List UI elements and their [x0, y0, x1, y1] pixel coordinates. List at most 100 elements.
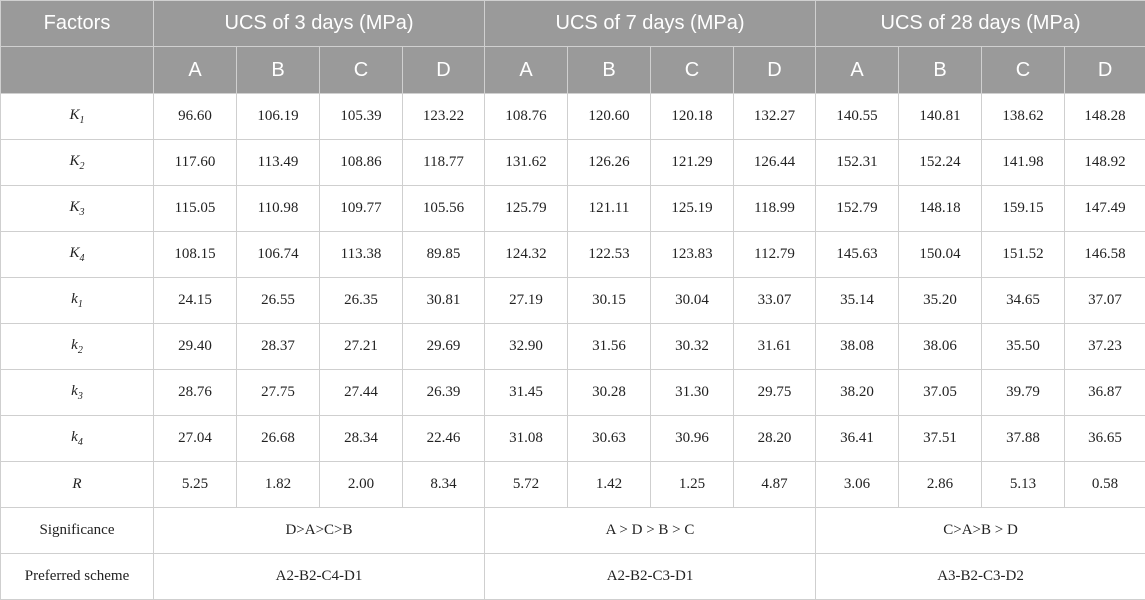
table-cell: 152.79 — [816, 186, 899, 232]
header-group-7-days: UCS of 7 days (MPa) — [485, 1, 816, 47]
table-cell: 132.27 — [734, 94, 816, 140]
factor-label: K1 — [1, 94, 154, 140]
table-cell: 5.25 — [154, 462, 237, 508]
significance-label: Significance — [1, 508, 154, 554]
table-cell: 1.82 — [237, 462, 320, 508]
table-cell: 31.08 — [485, 416, 568, 462]
table-cell: 108.86 — [320, 140, 403, 186]
table-cell: 29.75 — [734, 370, 816, 416]
header-group-3-days: UCS of 3 days (MPa) — [154, 1, 485, 47]
table-cell: 37.07 — [1065, 278, 1145, 324]
table-cell: 108.76 — [485, 94, 568, 140]
factor-label: k1 — [1, 278, 154, 324]
table-cell: 31.61 — [734, 324, 816, 370]
header-sub: C — [320, 47, 403, 94]
table-cell: 30.63 — [568, 416, 651, 462]
header-sub: D — [734, 47, 816, 94]
header-sub: A — [154, 47, 237, 94]
table-cell: 145.63 — [816, 232, 899, 278]
table-cell: 138.62 — [982, 94, 1065, 140]
header-sub: A — [485, 47, 568, 94]
factor-letter: K — [69, 199, 79, 215]
factor-letter: K — [69, 153, 79, 169]
factor-label: k4 — [1, 416, 154, 462]
table-cell: 118.77 — [403, 140, 485, 186]
header-sub: A — [816, 47, 899, 94]
factor-letter: R — [72, 476, 81, 492]
table-cell: 26.35 — [320, 278, 403, 324]
table-cell: 147.49 — [1065, 186, 1145, 232]
table-cell: 148.18 — [899, 186, 982, 232]
factor-letter: k — [71, 429, 78, 445]
table-cell: 27.21 — [320, 324, 403, 370]
table-cell: 110.98 — [237, 186, 320, 232]
table-cell: 26.68 — [237, 416, 320, 462]
table-cell: 126.26 — [568, 140, 651, 186]
table-cell: 123.22 — [403, 94, 485, 140]
table-cell: 120.18 — [651, 94, 734, 140]
table-cell: 126.44 — [734, 140, 816, 186]
header-row-subcolumns: A B C D A B C D A B C D — [1, 47, 1145, 94]
table-header: Factors UCS of 3 days (MPa) UCS of 7 day… — [1, 1, 1145, 94]
factor-label: K2 — [1, 140, 154, 186]
table-cell: 39.79 — [982, 370, 1065, 416]
table-cell: 124.32 — [485, 232, 568, 278]
table-cell: 24.15 — [154, 278, 237, 324]
table-cell: 112.79 — [734, 232, 816, 278]
table-cell: 121.11 — [568, 186, 651, 232]
header-sub: B — [568, 47, 651, 94]
table-cell: 152.24 — [899, 140, 982, 186]
factor-subscript: 2 — [80, 161, 85, 172]
table-cell: 117.60 — [154, 140, 237, 186]
table-cell: 106.74 — [237, 232, 320, 278]
table-cell: 31.45 — [485, 370, 568, 416]
table-cell: 31.56 — [568, 324, 651, 370]
table-cell: 5.13 — [982, 462, 1065, 508]
table-cell: 151.52 — [982, 232, 1065, 278]
table-cell: 27.19 — [485, 278, 568, 324]
factor-label: K3 — [1, 186, 154, 232]
table-cell: 120.60 — [568, 94, 651, 140]
preferred-scheme-row: Preferred scheme A2-B2-C4-D1 A2-B2-C3-D1… — [1, 554, 1145, 600]
header-sub: B — [899, 47, 982, 94]
significance-7-days: A > D > B > C — [485, 508, 816, 554]
table-cell: 89.85 — [403, 232, 485, 278]
table-cell: 115.05 — [154, 186, 237, 232]
table-cell: 2.86 — [899, 462, 982, 508]
table-cell: 3.06 — [816, 462, 899, 508]
table-cell: 36.65 — [1065, 416, 1145, 462]
table-cell: 140.81 — [899, 94, 982, 140]
table-cell: 148.28 — [1065, 94, 1145, 140]
table-cell: 28.20 — [734, 416, 816, 462]
table-cell: 31.30 — [651, 370, 734, 416]
factor-subscript: 1 — [78, 299, 83, 310]
header-sub: B — [237, 47, 320, 94]
table-cell: 36.41 — [816, 416, 899, 462]
table-cell: 35.50 — [982, 324, 1065, 370]
table-cell: 38.20 — [816, 370, 899, 416]
significance-28-days: C>A>B > D — [816, 508, 1145, 554]
table-cell: 1.25 — [651, 462, 734, 508]
table-cell: 105.39 — [320, 94, 403, 140]
table-cell: 118.99 — [734, 186, 816, 232]
table-cell: 121.29 — [651, 140, 734, 186]
factor-letter: k — [71, 383, 78, 399]
table-cell: 27.04 — [154, 416, 237, 462]
table-cell: 148.92 — [1065, 140, 1145, 186]
preferred-scheme-7-days: A2-B2-C3-D1 — [485, 554, 816, 600]
factor-letter: k — [71, 291, 78, 307]
table-cell: 140.55 — [816, 94, 899, 140]
table-cell: 1.42 — [568, 462, 651, 508]
table-cell: 33.07 — [734, 278, 816, 324]
factor-label: k3 — [1, 370, 154, 416]
header-sub: D — [403, 47, 485, 94]
